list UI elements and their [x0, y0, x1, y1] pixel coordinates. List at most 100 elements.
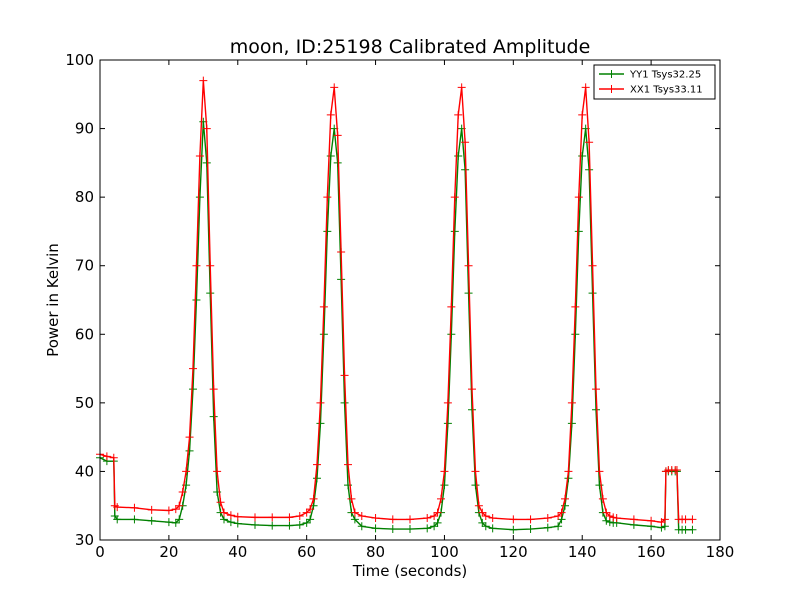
- data-point: [488, 524, 497, 533]
- x-tick-label: 40: [228, 543, 247, 561]
- data-point: [681, 515, 690, 524]
- data-point: [430, 512, 439, 520]
- data-point: [175, 501, 184, 510]
- data-point: [423, 514, 432, 523]
- data-point: [319, 330, 328, 339]
- data-point: [316, 419, 325, 428]
- data-point: [216, 498, 225, 507]
- data-point: [464, 261, 473, 270]
- data-point: [309, 494, 318, 503]
- data-point: [574, 227, 583, 236]
- data-point: [433, 508, 442, 517]
- data-point: [313, 474, 321, 483]
- data-point: [113, 503, 122, 512]
- data-point: [202, 124, 211, 133]
- series-2: [96, 76, 697, 527]
- data-point: [571, 330, 580, 339]
- legend-label: YY1 Tsys32.25: [629, 70, 701, 81]
- y-axis-label: Power in Kelvin: [44, 243, 62, 357]
- data-point: [182, 467, 191, 476]
- data-point: [581, 83, 590, 92]
- data-point: [543, 523, 552, 532]
- data-point: [333, 131, 342, 140]
- data-point: [468, 405, 476, 414]
- data-point: [175, 515, 184, 524]
- data-point: [440, 467, 449, 476]
- y-tick-label: 80: [75, 188, 94, 206]
- x-tick-label: 20: [159, 543, 178, 561]
- data-point: [109, 453, 118, 462]
- data-point: [251, 513, 259, 522]
- data-point: [406, 515, 414, 524]
- data-point: [285, 521, 294, 530]
- data-point: [344, 460, 352, 469]
- x-tick-label: 80: [366, 543, 385, 561]
- data-point: [578, 110, 587, 119]
- data-point: [578, 152, 587, 160]
- y-tick-label: 90: [75, 120, 94, 138]
- data-point: [443, 398, 452, 407]
- data-point: [543, 514, 552, 523]
- data-point: [268, 521, 277, 530]
- data-point: [340, 371, 349, 380]
- data-point: [220, 515, 228, 524]
- data-point: [564, 467, 573, 476]
- data-point: [437, 494, 445, 503]
- data-point: [316, 398, 325, 407]
- data-point: [509, 515, 518, 524]
- data-point: [554, 522, 563, 531]
- data-point: [226, 511, 235, 520]
- data-point: [147, 505, 156, 514]
- data-point: [333, 158, 342, 167]
- data-point: [323, 227, 332, 236]
- data-point: [213, 467, 222, 476]
- data-point: [350, 508, 359, 517]
- y-tick-label: 70: [75, 257, 94, 275]
- data-point: [306, 515, 315, 524]
- data-point: [602, 508, 611, 517]
- data-point: [554, 512, 563, 520]
- data-point: [189, 385, 197, 394]
- data-point: [423, 524, 432, 533]
- legend: YY1 Tsys32.25 XX1 Tsys33.11: [593, 64, 716, 100]
- data-point: [295, 512, 304, 520]
- data-point: [251, 520, 259, 529]
- x-tick-label: 180: [706, 543, 735, 561]
- data-point: [147, 516, 156, 525]
- data-point: [592, 385, 600, 394]
- data-point: [199, 76, 208, 85]
- data-point: [220, 508, 228, 517]
- x-tick-label: 160: [637, 543, 666, 561]
- data-point: [602, 516, 611, 525]
- data-point: [113, 515, 122, 524]
- y-tick-label: 100: [65, 51, 94, 69]
- x-axis-label: Time (seconds): [352, 562, 468, 580]
- data-point: [233, 519, 242, 528]
- y-tick-label: 50: [75, 394, 94, 412]
- data-point: [454, 152, 463, 160]
- data-point: [474, 501, 483, 510]
- data-point: [164, 506, 173, 515]
- data-point: [605, 512, 614, 520]
- legend-marker: [607, 70, 616, 78]
- data-point: [178, 488, 187, 496]
- data-point: [478, 508, 487, 517]
- data-point: [430, 522, 439, 531]
- data-point: [164, 518, 173, 527]
- data-point: [481, 522, 490, 531]
- data-point: [567, 398, 576, 407]
- data-point: [357, 522, 366, 531]
- legend-box: [593, 64, 716, 100]
- data-point: [574, 193, 583, 202]
- legend-marker: [607, 85, 616, 93]
- series-line: [99, 80, 693, 523]
- data-point: [371, 514, 380, 523]
- data-point: [595, 467, 604, 476]
- data-point: [660, 515, 669, 524]
- data-point: [330, 83, 339, 92]
- data-point: [571, 302, 580, 311]
- data-point: [488, 514, 497, 523]
- data-point: [567, 419, 576, 428]
- data-point: [302, 518, 311, 527]
